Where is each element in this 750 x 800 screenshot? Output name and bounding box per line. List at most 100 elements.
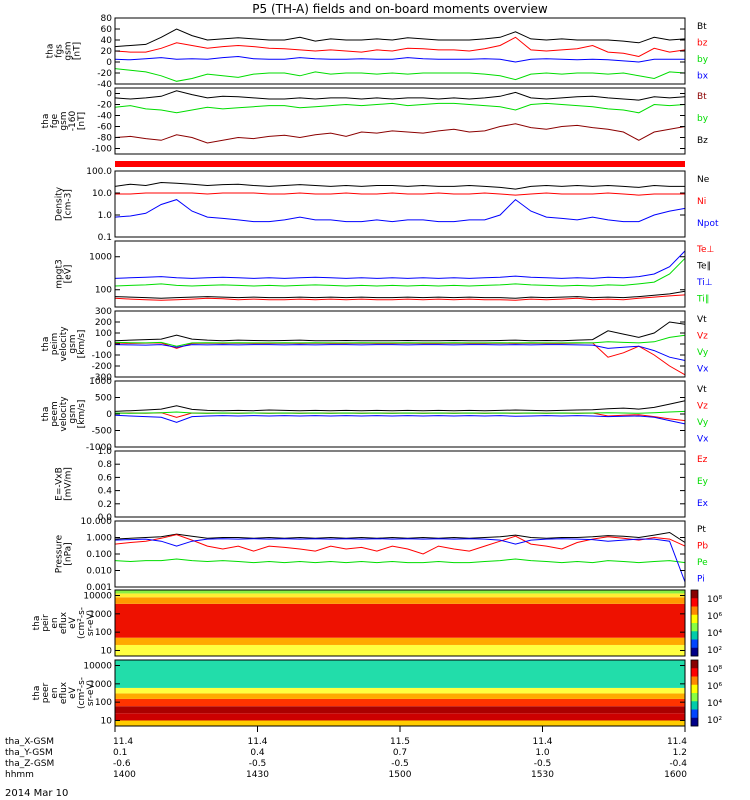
y-tick-label: -60 xyxy=(97,123,112,133)
legend-label: Ex xyxy=(697,499,709,509)
colorbar-segment xyxy=(691,676,698,686)
panel-8: Pt Pb Pe Pi 10.000 1.000 0.100 0.010 0.001 Pressu… xyxy=(55,517,709,593)
x-tick-label: 1.2 xyxy=(673,748,687,758)
x-tick-label: 0.7 xyxy=(393,748,407,758)
heatmap-band xyxy=(115,706,685,714)
x-tick-label: 1530 xyxy=(531,770,554,780)
x-tick-label: -0.5 xyxy=(534,759,552,769)
panel-2: Bt by Bz 0-20-40-60-80-100 tha fge gsm -160 [nT] xyxy=(41,87,709,155)
legend-label: bx xyxy=(697,72,709,82)
colorbar-frame xyxy=(690,659,699,727)
y-axis-label: (cm²-s- xyxy=(77,607,87,639)
y-axis-label: [nT] xyxy=(73,42,83,60)
legend-label: Te∥ xyxy=(696,262,711,272)
colorbar-frame xyxy=(690,589,699,657)
x-tick-label: 11.5 xyxy=(390,737,410,747)
colorbar-tick-label: 10⁶ xyxy=(707,682,722,692)
y-tick-label: 0.1 xyxy=(98,233,112,243)
panel-frame xyxy=(114,589,686,657)
y-axis-label: [mV/m] xyxy=(64,467,74,501)
series-line-bx xyxy=(114,55,685,63)
y-axis-label: [cm-3] xyxy=(64,189,74,219)
x-tick-label: -0.4 xyxy=(669,759,687,769)
footer-date: 2014 Mar 10 xyxy=(5,788,68,799)
x-tick-label: 0.4 xyxy=(250,748,265,758)
heatmap-band xyxy=(115,590,685,594)
heatmap-band xyxy=(115,720,685,726)
y-axis-label: sr-eV) xyxy=(86,680,96,706)
y-axis-label: tha xyxy=(32,616,42,631)
heatmap-band xyxy=(115,698,685,707)
y-axis-label: Density xyxy=(55,186,65,221)
panel-frame xyxy=(114,520,686,588)
y-tick-label: -200 xyxy=(92,362,113,372)
series-line-Pi xyxy=(114,538,686,583)
colorbar-segment xyxy=(691,598,698,607)
series-line-Vt xyxy=(114,321,686,342)
x-tick-label: 11.4 xyxy=(532,737,552,747)
panel-frame xyxy=(114,170,686,238)
heatmap-band xyxy=(115,597,685,604)
colorbar-segment xyxy=(691,660,698,669)
series-line-Ti∥ xyxy=(114,257,686,287)
y-axis-label: velocity xyxy=(59,396,69,432)
series-line-Te⊥ xyxy=(114,294,686,301)
y-axis-label: peem xyxy=(50,401,60,427)
heatmap-band xyxy=(115,687,685,694)
heatmap-band xyxy=(115,593,685,598)
y-tick-label: 10.0 xyxy=(92,189,112,199)
plot-title: P5 (TH-A) fields and on-board moments ov… xyxy=(252,2,548,16)
y-axis-label: [eV] xyxy=(64,265,74,284)
series-line-Ti⊥ xyxy=(114,250,686,279)
series-line-Vz xyxy=(114,342,686,376)
y-tick-label: 1.0 xyxy=(98,447,113,457)
legend-label: Pt xyxy=(697,525,706,535)
colorbar-segment xyxy=(691,668,698,677)
y-tick-label: 0.8 xyxy=(98,460,113,470)
legend-label: Vz xyxy=(697,402,708,412)
colorbar-tick-label: 10⁴ xyxy=(707,699,722,709)
y-tick-label: 0.0 xyxy=(98,513,113,523)
series-line-bz xyxy=(114,36,686,58)
y-axis-label: tha xyxy=(41,337,51,352)
panel-10: 10⁸ 10⁶ 10⁴ 10² 10000 1000 100 10 tha peer en eflux… xyxy=(32,659,722,727)
series-line-Vx xyxy=(114,414,686,425)
x-tick-label: 1430 xyxy=(246,770,269,780)
y-axis-label: sr-eV) xyxy=(86,610,96,636)
y-tick-label: 80 xyxy=(101,14,113,24)
y-axis-label: eflux xyxy=(59,611,69,634)
y-tick-label: 100 xyxy=(95,329,112,339)
y-axis-label: peim xyxy=(50,333,60,356)
y-tick-label: 1000 xyxy=(89,610,112,620)
legend-label: Vt xyxy=(697,385,707,395)
y-axis-label: velocity xyxy=(59,326,69,362)
legend-label: Ne xyxy=(697,175,710,185)
y-axis-label: (cm²-s- xyxy=(77,677,87,709)
y-axis-label: peer xyxy=(41,682,51,703)
y-tick-label: -100 xyxy=(92,351,113,361)
colorbar-segment xyxy=(691,631,698,640)
legend-label: Bz xyxy=(697,136,708,146)
y-axis-label: Pressure xyxy=(55,534,65,573)
series-line-Bt xyxy=(114,28,686,48)
legend-label: Vx xyxy=(697,365,709,375)
y-tick-label: -40 xyxy=(97,80,112,90)
x-row-label: tha_Z-GSM xyxy=(5,759,54,769)
series-line-Te∥ xyxy=(114,290,686,299)
y-tick-label: 40 xyxy=(101,36,113,46)
y-tick-label: 10 xyxy=(101,646,113,656)
series-line-Pt xyxy=(114,531,686,543)
y-tick-label: 10000 xyxy=(83,592,112,602)
y-tick-label: 0.4 xyxy=(98,487,113,497)
heatmap-band xyxy=(115,693,685,699)
y-axis-label: fge xyxy=(50,113,60,128)
y-tick-label: -300 xyxy=(92,373,113,383)
y-axis-label: en xyxy=(50,617,60,628)
panel-3: Ne Ni Npot 100.0 10.0 1.0 0.1 Density [cm-3] xyxy=(55,167,719,243)
colorbar-segment xyxy=(691,590,698,599)
legend-label: Vy xyxy=(697,418,709,428)
legend-label: Pe xyxy=(697,558,708,568)
legend-label: bz xyxy=(697,39,708,49)
